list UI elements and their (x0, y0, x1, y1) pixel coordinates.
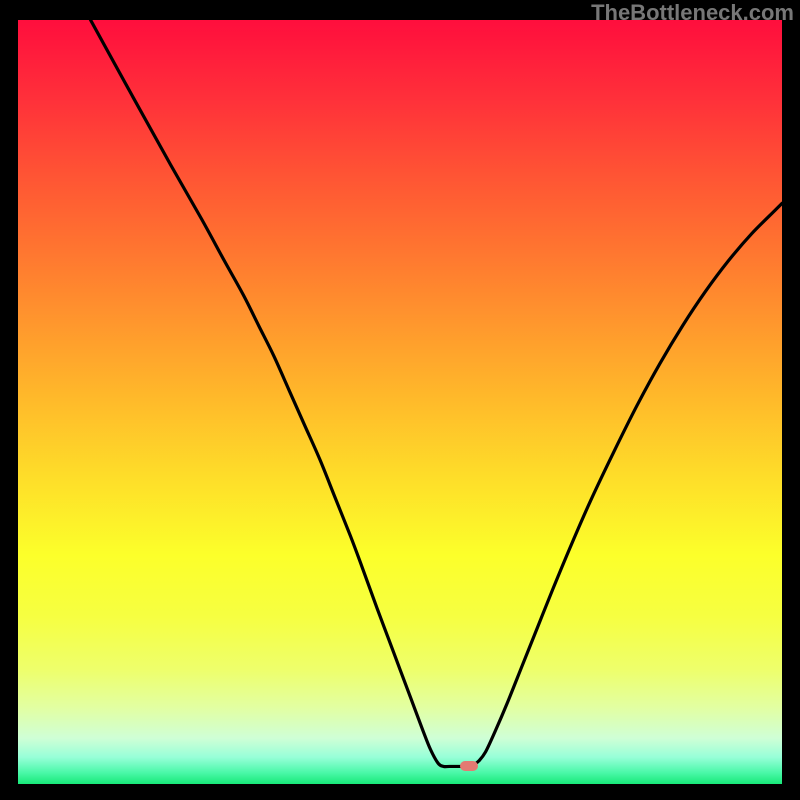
optimal-point-marker (460, 761, 478, 771)
watermark-text: TheBottleneck.com (591, 0, 794, 26)
bottleneck-curve (18, 20, 782, 784)
plot-area (18, 20, 782, 784)
